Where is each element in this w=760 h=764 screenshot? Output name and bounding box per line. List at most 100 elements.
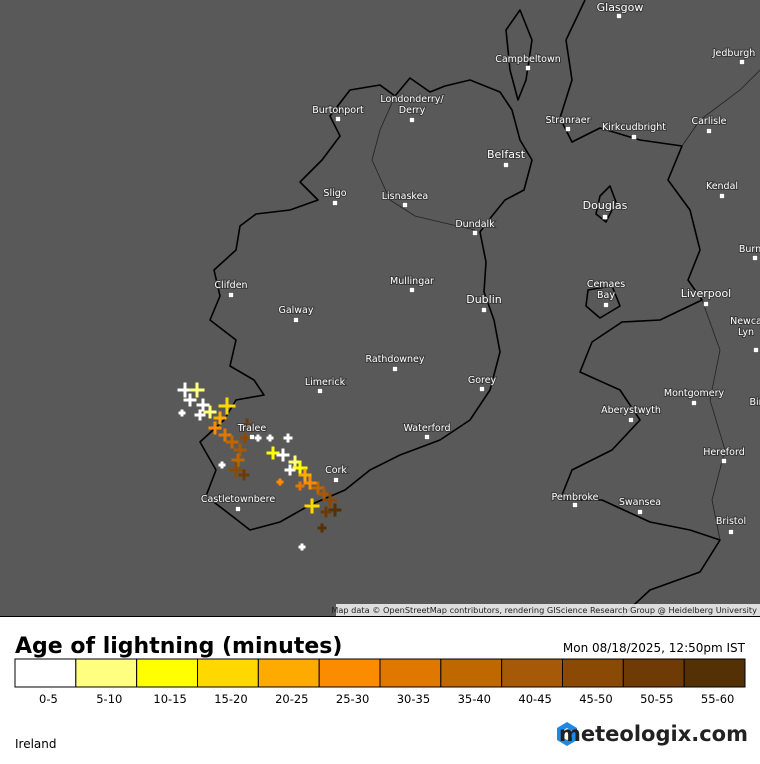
- legend-swatch: [502, 659, 563, 687]
- legend-label: 0-5: [39, 692, 58, 706]
- city-label: Mullingar: [390, 276, 434, 287]
- legend-swatch: [198, 659, 259, 687]
- city-label: Campbeltown: [495, 54, 561, 65]
- region-label: Ireland: [15, 737, 57, 751]
- city-label: Dublin: [466, 293, 502, 306]
- city-label: Cork: [325, 465, 347, 476]
- city-label: Kirkcudbright: [602, 122, 666, 133]
- city-label: Bristol: [716, 516, 746, 527]
- city-label: Burtonport: [312, 105, 364, 116]
- lightning-strike: [180, 411, 184, 415]
- city-marker: [638, 510, 643, 515]
- city-label: Jedburgh: [712, 48, 756, 59]
- city-label: Cemaes: [587, 279, 625, 290]
- city-marker: [617, 14, 622, 19]
- legend-swatch: [563, 659, 624, 687]
- legend-label: 40-45: [518, 692, 551, 706]
- city-marker: [410, 288, 415, 293]
- legend-swatch: [623, 659, 684, 687]
- city-marker: [334, 478, 339, 483]
- city-marker: [704, 302, 709, 307]
- city-marker: [504, 163, 509, 168]
- city-label: Belfast: [487, 148, 526, 161]
- city-label: Carlisle: [691, 116, 726, 127]
- attribution: Map data © OpenStreetMap contributors, r…: [331, 605, 757, 615]
- lightning-strike: [278, 480, 282, 484]
- city-label: Gorey: [468, 375, 497, 386]
- city-label: Castletownbere: [201, 494, 276, 505]
- city-marker: [482, 308, 487, 313]
- city-label: Galway: [278, 305, 313, 316]
- city-label: Burn: [739, 244, 760, 255]
- city-label: Hereford: [703, 447, 744, 458]
- map: Glasgow Campbeltown Jedburgh Burtonport Lond…: [0, 0, 760, 616]
- legend-swatch: [319, 659, 380, 687]
- city-marker: [604, 303, 609, 308]
- legend-swatch: [258, 659, 319, 687]
- city-label: Douglas: [583, 199, 628, 212]
- city-label: Rathdowney: [365, 354, 424, 365]
- city-marker: [410, 118, 415, 123]
- legend-label: 55-60: [701, 692, 734, 706]
- legend-label: 10-15: [153, 692, 186, 706]
- city-marker: [403, 203, 408, 208]
- city-marker: [333, 201, 338, 206]
- city-marker: [707, 129, 712, 134]
- legend-label: 20-25: [275, 692, 308, 706]
- city-marker: [393, 367, 398, 372]
- city-label: Lyn: [738, 327, 754, 338]
- city-marker: [753, 256, 758, 261]
- legend-swatch: [137, 659, 198, 687]
- city-marker: [480, 387, 485, 392]
- lightning-strike: [268, 436, 272, 440]
- city-marker: [250, 435, 255, 440]
- city-label: Stranraer: [546, 115, 591, 126]
- lightning-strike: [300, 545, 304, 549]
- city-marker: [692, 401, 697, 406]
- city-marker: [473, 231, 478, 236]
- city-marker: [720, 194, 725, 199]
- city-label: Pembroke: [551, 492, 598, 503]
- city-marker: [318, 389, 323, 394]
- legend-label: 45-50: [579, 692, 612, 706]
- legend-swatch: [441, 659, 502, 687]
- city-marker: [632, 135, 637, 140]
- legend-label: 50-55: [640, 692, 673, 706]
- legend-label: 25-30: [336, 692, 369, 706]
- legend-title: Age of lightning (minutes): [15, 634, 342, 659]
- city-label: Waterford: [403, 423, 450, 434]
- city-label: Sligo: [323, 188, 346, 199]
- city-label: Bay: [597, 290, 615, 301]
- legend-swatch: [15, 659, 76, 687]
- map-background: [0, 0, 760, 616]
- city-marker: [740, 60, 745, 65]
- city-marker: [566, 127, 571, 132]
- lightning-strike: [220, 463, 224, 467]
- lightning-strike: [256, 436, 260, 440]
- city-label: Newca: [730, 316, 760, 327]
- city-label: Kendal: [706, 181, 738, 192]
- legend-label: 5-10: [96, 692, 122, 706]
- legend-swatch: [380, 659, 441, 687]
- legend-swatch: [76, 659, 137, 687]
- city-label: Clifden: [214, 280, 247, 291]
- city-marker: [526, 66, 531, 71]
- city-label: Limerick: [305, 377, 346, 388]
- city-label: Bir: [749, 397, 760, 408]
- city-marker: [294, 318, 299, 323]
- city-marker: [573, 503, 578, 508]
- city-marker: [236, 507, 241, 512]
- city-label: Londonderry/: [380, 94, 444, 105]
- city-label: Dundalk: [455, 219, 495, 230]
- city-marker: [629, 418, 634, 423]
- city-marker: [229, 293, 234, 298]
- legend-label: 15-20: [214, 692, 247, 706]
- city-label: Aberystwyth: [601, 405, 661, 416]
- brand: meteologix.com: [559, 722, 748, 746]
- city-label: Montgomery: [664, 388, 725, 399]
- legend-label: 30-35: [397, 692, 430, 706]
- city-label: Glasgow: [597, 1, 644, 14]
- city-label: Liverpool: [681, 287, 731, 300]
